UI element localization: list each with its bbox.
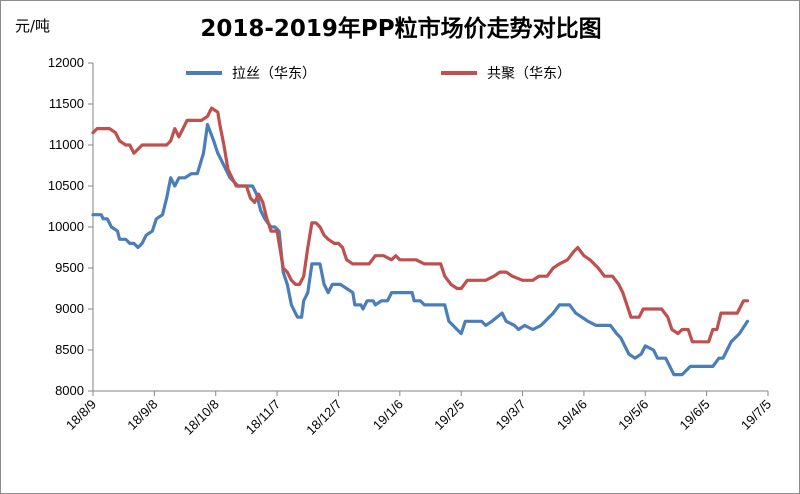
- y-tick-label-11000: 11000: [49, 137, 84, 152]
- x-tick-label-0: 18/8/9: [63, 397, 99, 433]
- y-tick-label-8000: 8000: [55, 383, 84, 398]
- y-tick-label-9500: 9500: [55, 260, 84, 275]
- y-tick-label-12000: 12000: [48, 55, 84, 70]
- x-tick-label-6: 19/2/5: [431, 397, 467, 433]
- y-tick-label-11500: 11500: [49, 96, 84, 111]
- y-tick-label-8500: 8500: [55, 342, 84, 357]
- legend-item-series-2: 共聚（华东）: [441, 63, 571, 83]
- legend-label-series-1: 拉丝（华东）: [232, 66, 316, 82]
- y-tick-label-10500: 10500: [48, 178, 84, 193]
- y-tick-label-9000: 9000: [55, 301, 84, 316]
- y-tick-label-10000: 10000: [48, 219, 84, 234]
- legend-swatch-series-1: [186, 71, 222, 75]
- x-tick-label-5: 19/1/6: [370, 397, 406, 433]
- x-tick-label-3: 18/11/7: [243, 397, 284, 438]
- series-line-1: [91, 122, 750, 377]
- legend-swatch-series-2: [441, 71, 477, 75]
- series-line-2: [91, 106, 750, 344]
- x-tick-label-4: 18/12/7: [303, 397, 344, 438]
- x-tick-label-10: 19/6/5: [677, 397, 713, 433]
- x-tick-label-7: 19/3/7: [492, 397, 528, 433]
- x-tick-label-9: 19/5/6: [615, 397, 651, 433]
- y-unit-label: 元/吨: [15, 17, 51, 35]
- x-tick-label-8: 19/4/6: [554, 397, 590, 433]
- x-tick-label-1: 18/9/8: [124, 397, 160, 433]
- x-tick-label-2: 18/10/8: [181, 397, 222, 438]
- legend-label-series-2: 共聚（华东）: [487, 66, 571, 82]
- chart-title: 2018-2019年PP粒市场价走势对比图: [200, 16, 602, 42]
- x-tick-label-11: 19/7/5: [738, 397, 774, 433]
- legend-item-series-1: 拉丝（华东）: [186, 63, 316, 83]
